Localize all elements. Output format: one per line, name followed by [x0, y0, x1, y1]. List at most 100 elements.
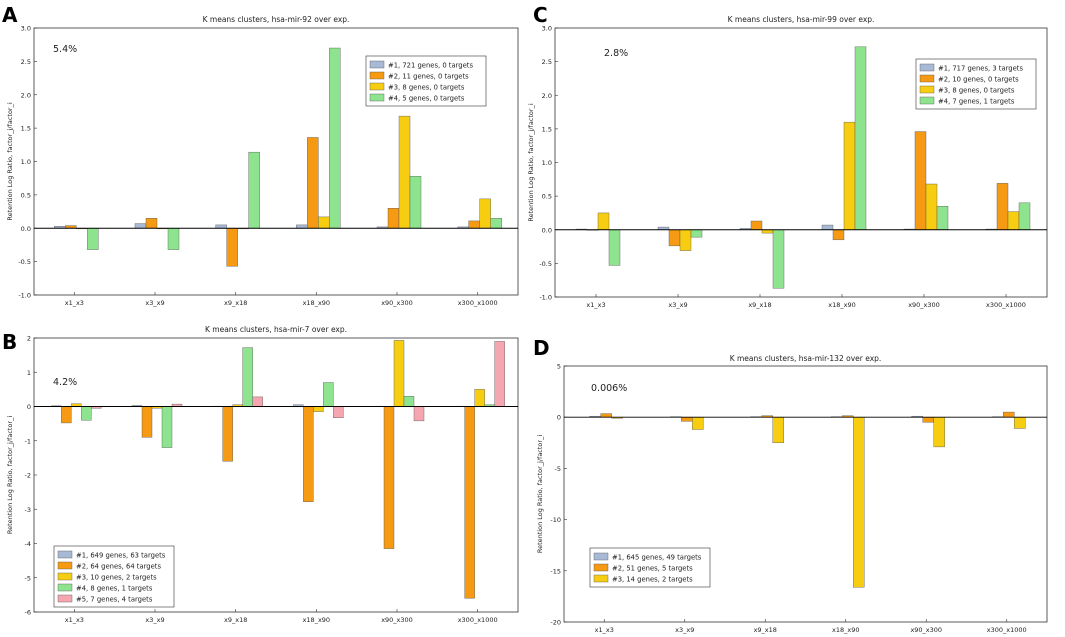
bar-series-3: [313, 406, 324, 412]
chart-panel-a: A K means clusters, hsa-mir-92 over exp. -…: [2, 3, 519, 307]
y-tick-label: 2.0: [542, 92, 552, 100]
legend: #1, 645 genes, 49 targets #2, 51 genes, 5…: [589, 547, 711, 588]
chart-panel-b: B K means clusters, hsa-mir-7 over exp. -6…: [2, 325, 519, 624]
x-tick-label: x300_x1000: [458, 299, 498, 307]
y-tick-label: 2.0: [21, 91, 31, 99]
x-tick-label: x300_x1000: [458, 616, 498, 624]
bar-series-2: [996, 183, 1009, 230]
legend-swatch-1: [57, 550, 73, 559]
bar-series-3: [679, 229, 692, 251]
y-tick-label: -2: [25, 472, 31, 480]
legend-label-4: #4, 5 genes, 0 targets: [388, 95, 465, 103]
percent-annotation: 0.006%: [591, 383, 627, 394]
percent-annotation: 2.8%: [604, 48, 628, 59]
legend: #1, 649 genes, 63 targets #2, 64 genes, 6…: [53, 545, 175, 608]
x-tick-label: x90_x300: [381, 299, 413, 307]
legend-swatch-5: [57, 594, 73, 603]
bar-series-3: [398, 115, 411, 229]
y-tick-label: 0.5: [21, 191, 31, 199]
x-tick-label: x18_x90: [303, 299, 331, 307]
percent-annotation: 5.4%: [53, 44, 77, 55]
legend-label-4: #4, 8 genes, 1 targets: [76, 585, 153, 593]
y-tick-label: 2.5: [542, 58, 552, 66]
legend: #1, 717 genes, 3 targets #2, 10 genes, 0 …: [915, 58, 1037, 110]
legend-label-1: #1, 649 genes, 63 targets: [76, 552, 166, 560]
y-tick-label: 1.0: [21, 158, 31, 166]
y-tick-label: 5: [557, 363, 561, 371]
y-tick-label: 2.5: [21, 58, 31, 66]
plot-area: [563, 365, 1048, 623]
percent-annotation: 4.2%: [53, 377, 77, 388]
chart-panel-c: C K means clusters, hsa-mir-99 over exp. -…: [527, 3, 1048, 309]
legend-label-1: #1, 721 genes, 0 targets: [388, 62, 473, 70]
bar-series-4: [87, 228, 99, 250]
chart-title: K means clusters, hsa-mir-99 over exp.: [728, 15, 875, 24]
x-tick-label: x1_x3: [586, 301, 605, 309]
bar-series-3: [474, 389, 485, 407]
bar-series-5: [494, 341, 505, 407]
legend-swatch-4: [57, 583, 73, 592]
y-tick-label: -10: [550, 516, 561, 524]
x-tick-label: x3_x9: [145, 299, 164, 307]
legend-swatch-3: [593, 574, 609, 583]
y-tick-label: -5: [25, 574, 31, 582]
bar-series-4: [608, 229, 621, 266]
x-tick-label: x300_x1000: [986, 301, 1026, 309]
legend-label-4: #4, 7 genes, 1 targets: [938, 98, 1015, 106]
x-tick-label: x1_x3: [65, 299, 84, 307]
y-tick-label: -4: [25, 540, 31, 548]
legend-swatch-1: [369, 60, 385, 69]
panel-label: C: [533, 3, 548, 27]
legend-label-3: #3, 8 genes, 0 targets: [388, 84, 465, 92]
chart-title: K means clusters, hsa-mir-132 over exp.: [730, 354, 882, 363]
legend-swatch-3: [57, 572, 73, 581]
legend-swatch-1: [593, 552, 609, 561]
y-tick-label: -5: [555, 465, 561, 473]
x-tick-label: x1_x3: [595, 626, 614, 634]
bar-series-4: [409, 175, 422, 229]
y-tick-label: 3.0: [21, 25, 31, 33]
bar-series-3: [933, 417, 945, 448]
legend-label-1: #1, 717 genes, 3 targets: [938, 65, 1023, 73]
bar-series-4: [490, 218, 502, 229]
legend-box: [53, 545, 175, 608]
y-tick-label: -3: [25, 506, 31, 514]
y-axis-label: Retention Log Ratio, factor_j/factor_i: [6, 102, 14, 220]
y-tick-label: -6: [25, 609, 31, 617]
bar-series-4: [772, 229, 785, 289]
bar-series-2: [464, 406, 475, 599]
y-tick-label: -1.0: [539, 294, 552, 302]
bar-series-3: [853, 417, 865, 588]
panel-label: A: [2, 3, 18, 27]
bar-series-2: [468, 220, 480, 229]
bar-series-2: [668, 229, 681, 247]
bar-series-2: [145, 218, 158, 229]
bar-series-2: [600, 413, 612, 418]
y-tick-label: 0: [557, 414, 561, 422]
bar-series-2: [914, 131, 927, 230]
legend: #1, 721 genes, 0 targets #2, 11 genes, 0 …: [365, 55, 487, 107]
y-tick-label: 3.0: [542, 25, 552, 33]
x-tick-label: x18_x90: [828, 301, 856, 309]
y-tick-label: 2: [27, 335, 31, 343]
chart-title: K means clusters, hsa-mir-7 over exp.: [205, 325, 347, 334]
y-tick-label: -0.5: [18, 258, 31, 266]
legend-label-3: #3, 8 genes, 0 targets: [938, 87, 1015, 95]
x-tick-label: x1_x3: [65, 616, 84, 624]
x-tick-label: x9_x18: [224, 616, 247, 624]
x-tick-label: x3_x9: [675, 626, 694, 634]
legend-swatch-2: [593, 563, 609, 572]
y-tick-label: -1: [25, 437, 31, 445]
bar-series-3: [597, 212, 610, 230]
x-tick-label: x300_x1000: [987, 626, 1027, 634]
bar-series-3: [692, 417, 704, 430]
x-tick-label: x90_x300: [910, 626, 942, 634]
chart-title: K means clusters, hsa-mir-92 over exp.: [203, 15, 350, 24]
panel-label: B: [2, 330, 17, 354]
x-tick-label: x18_x90: [832, 626, 860, 634]
bar-series-5: [413, 406, 425, 422]
y-tick-label: 1.0: [542, 159, 552, 167]
bar-series-2: [750, 220, 763, 230]
x-tick-label: x9_x18: [754, 626, 777, 634]
